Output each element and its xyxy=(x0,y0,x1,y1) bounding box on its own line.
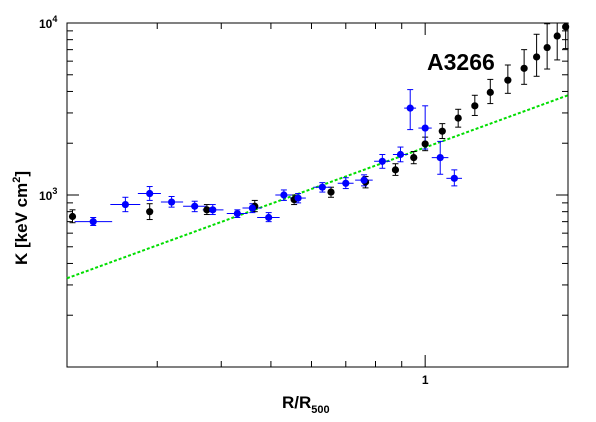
tick-label-layer: 1 103 104 xyxy=(39,14,429,387)
black-data-point xyxy=(562,23,570,31)
y-tick-label: 104 xyxy=(39,14,57,31)
black-data-point xyxy=(327,188,335,196)
black-data-point xyxy=(520,64,528,72)
black-data-point xyxy=(203,206,211,214)
x-axis-title: R/R500 xyxy=(282,393,330,416)
black-data-point xyxy=(533,53,541,61)
blue-data-point xyxy=(89,218,97,226)
black-data-point xyxy=(543,43,551,52)
x-axis-title-subscript: 500 xyxy=(311,404,329,416)
blue-data-point xyxy=(191,202,199,210)
black-data-point xyxy=(146,208,154,216)
blue-data-point xyxy=(450,174,458,182)
axis-ticks xyxy=(66,22,568,368)
blue-data-point xyxy=(421,124,429,132)
black-data-point xyxy=(391,166,400,174)
blue-data-point xyxy=(280,191,288,199)
chart-annotation: A3266 xyxy=(427,49,495,75)
black-data-point xyxy=(438,127,446,135)
blue-data-point xyxy=(233,209,241,218)
black-data-point xyxy=(421,140,429,148)
data-point-layer xyxy=(68,23,570,226)
black-data-point xyxy=(486,88,494,96)
blue-data-point xyxy=(396,150,405,159)
blue-data-point xyxy=(265,213,273,222)
blue-data-point xyxy=(360,176,368,184)
blue-data-point xyxy=(167,198,176,206)
blue-data-point xyxy=(406,104,414,112)
blue-data-point xyxy=(248,204,256,212)
blue-data-point xyxy=(146,189,154,198)
black-data-point xyxy=(471,102,479,110)
blue-data-point xyxy=(121,200,129,209)
y-axis-title: K [keV cm2] xyxy=(11,171,31,265)
blue-data-point xyxy=(318,183,326,191)
black-data-point xyxy=(504,76,512,84)
y-tick-label: 103 xyxy=(39,186,57,203)
y-axis-title-superscript: 2 xyxy=(11,177,23,183)
blue-data-point xyxy=(294,194,302,202)
black-data-point xyxy=(410,153,418,162)
black-data-point xyxy=(68,212,77,221)
x-tick-label: 1 xyxy=(422,373,429,387)
blue-data-point xyxy=(342,179,350,187)
black-data-point xyxy=(553,32,561,40)
blue-data-point xyxy=(209,206,217,214)
blue-data-point xyxy=(436,153,444,162)
blue-data-point xyxy=(378,157,386,165)
black-data-point xyxy=(454,114,462,122)
